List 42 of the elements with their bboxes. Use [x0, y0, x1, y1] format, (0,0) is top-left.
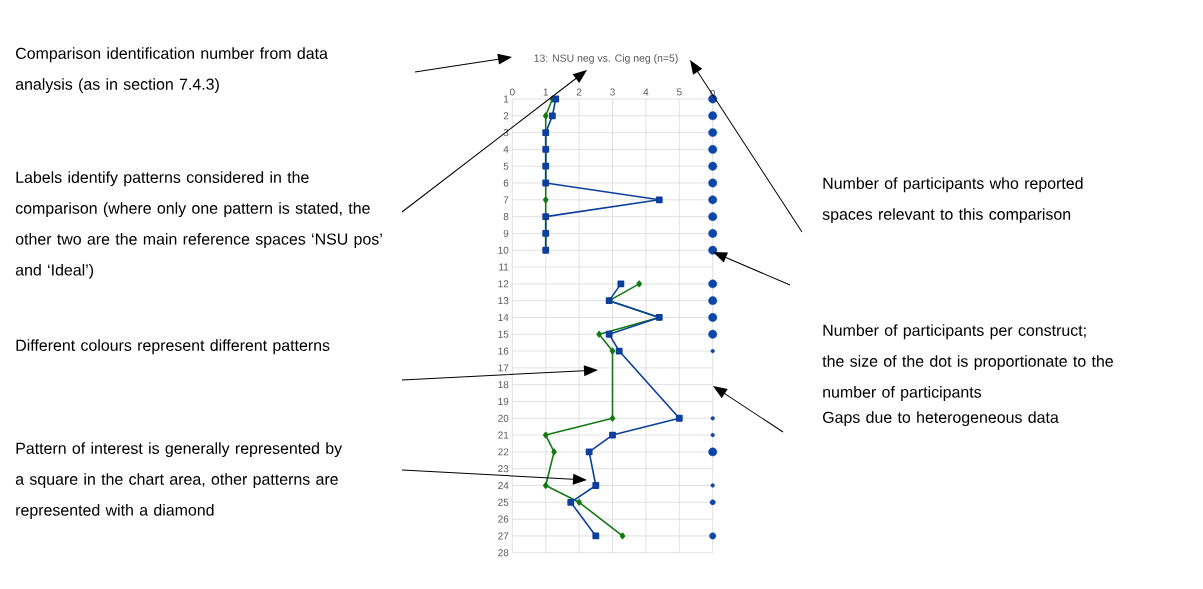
y-tick-label: 19 — [498, 397, 509, 405]
y-tick-label: 9 — [503, 229, 509, 237]
x-tick-label: 2 — [576, 88, 582, 96]
x-tick-label: 1 — [543, 88, 549, 96]
y-tick-label: 23 — [498, 465, 509, 473]
text: Pattern of interest is generally represented by a square in the chart area, other patterns are represented with a diamond — [15, 442, 343, 519]
y-tick-label: 8 — [503, 213, 509, 221]
y-tick-label: 25 — [498, 498, 509, 506]
y-tick-label: 12 — [498, 280, 509, 288]
x-tick-label: 3 — [610, 88, 615, 96]
y-tick-label: 17 — [498, 364, 509, 372]
y-tick-label: 21 — [498, 431, 509, 439]
y-tick-label: 1 — [504, 95, 509, 103]
y-tick-label: 13 — [498, 297, 509, 305]
x-tick-label: n — [710, 90, 715, 96]
y-tick-label: 7 — [503, 196, 509, 204]
text: Labels identify patterns considered in the comparison (where only one pattern is stated, the other two are the main reference spaces ‘NSU pos’ and ‘Ideal’) — [15, 171, 382, 279]
y-tick-label: 18 — [498, 381, 509, 389]
y-tick-label: 24 — [498, 482, 509, 489]
x-tick-label: 0 — [509, 88, 515, 96]
y-tick-label: 6 — [503, 179, 509, 187]
chart-title: 13: NSU neg vs. Cig neg (n=5) — [534, 54, 678, 64]
y-tick-label: 15 — [498, 330, 509, 338]
text: Number of participants who reported spaces relevant to this comparison — [822, 177, 1083, 224]
y-tick-label: 11 — [499, 263, 509, 271]
text: Different colours represent different patterns — [16, 339, 330, 355]
y-tick-label: 28 — [498, 549, 509, 557]
x-tick-label: 5 — [676, 88, 682, 96]
y-tick-label: 20 — [498, 414, 509, 422]
y-tick-label: 5 — [503, 162, 509, 170]
y-tick-label: 27 — [498, 532, 509, 540]
text: Comparison identification number from data analysis (as in section 7.4.3) — [15, 47, 328, 94]
text: Gaps due to heterogeneous data — [823, 411, 1059, 427]
x-tick-label: 4 — [643, 88, 649, 96]
y-tick-label: 26 — [498, 515, 509, 523]
text: Number of participants per construct; the size of the dot is proportionate to the number of participants — [822, 324, 1113, 401]
y-tick-label: 10 — [498, 246, 509, 254]
y-tick-label: 4 — [503, 145, 509, 153]
y-tick-label: 2 — [503, 112, 509, 120]
y-tick-label: 22 — [498, 448, 509, 456]
y-tick-label: 14 — [498, 314, 509, 321]
y-tick-label: 16 — [498, 347, 509, 355]
